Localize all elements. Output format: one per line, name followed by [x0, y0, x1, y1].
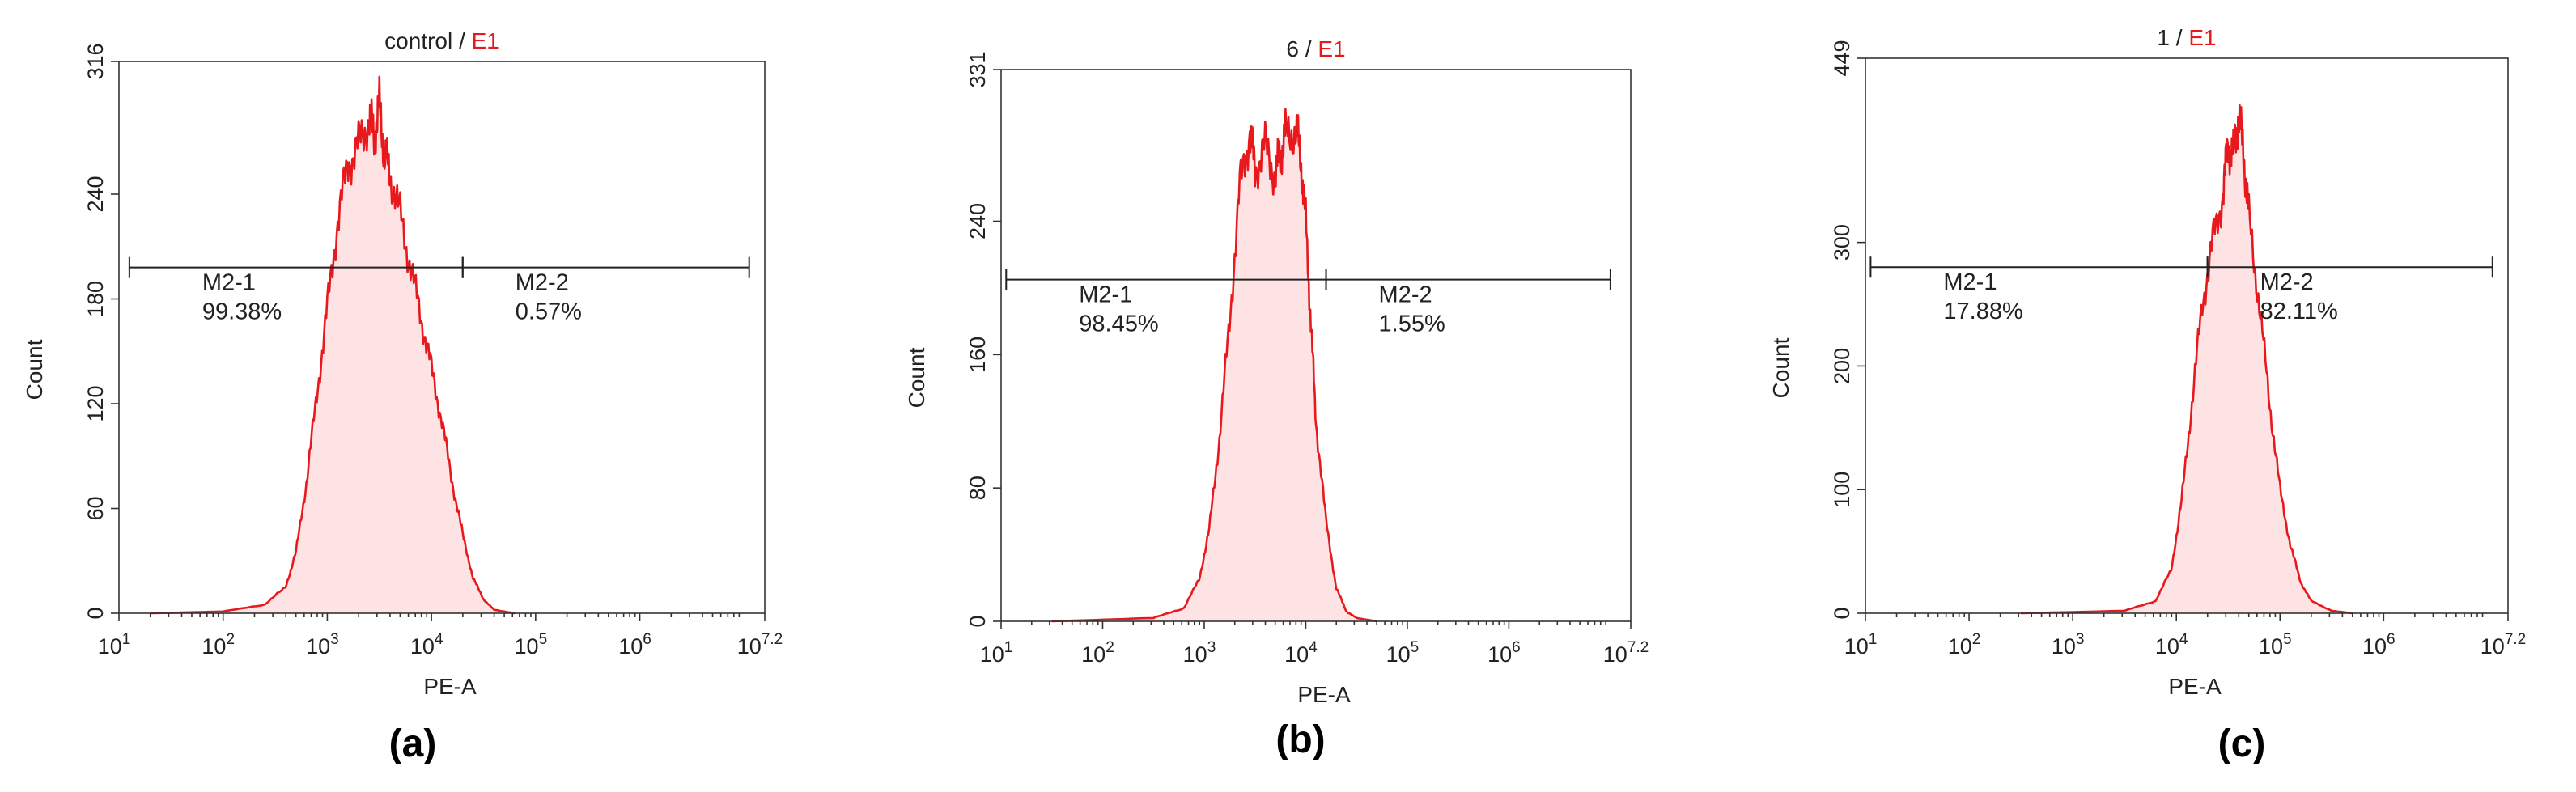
x-tick-label: 102 — [1948, 631, 1981, 659]
histogram-line — [150, 75, 516, 615]
y-tick-label: 160 — [965, 337, 990, 373]
panel-title: 1 / E1 — [2157, 25, 2216, 50]
plot-frame — [1000, 69, 1632, 622]
y-tick-label: 0 — [1830, 607, 1854, 619]
y-tick-label: 240 — [965, 203, 990, 239]
x-tick-label: 106 — [2362, 631, 2396, 659]
histogram-panel-a: control / E1 (a) 0 60 120 180 240 316 101 102 10… — [22, 28, 783, 765]
y-tick-label: 200 — [1830, 348, 1854, 384]
x-tick-label: 106 — [618, 631, 651, 659]
gate-name: M2-2 — [516, 270, 569, 296]
x-tick-label: 103 — [1183, 639, 1216, 667]
plot-frame — [118, 61, 766, 614]
gate-name: M2-1 — [1943, 269, 1997, 295]
y-axis-title: Count — [1768, 337, 1793, 398]
histogram-panel-b: 6 / E1 (b) 0 80 160 240 331 101 102 103 104 105 10… — [904, 36, 1649, 761]
x-axis-title: PE-A — [423, 674, 477, 699]
x-tick-label: 102 — [1081, 639, 1114, 667]
x-tick-label: 101 — [980, 639, 1013, 667]
gate-percent: 1.55% — [1379, 311, 1445, 337]
plot-frame — [1865, 57, 2509, 614]
x-tick-label: 103 — [2052, 631, 2085, 659]
histogram-fill — [2021, 104, 2353, 613]
y-tick-label: 331 — [965, 51, 990, 87]
panel-title: control / E1 — [384, 28, 499, 53]
gate-percent: 0.57% — [516, 299, 582, 325]
y-tick-label: 240 — [83, 176, 108, 212]
histogram-fill — [1051, 108, 1377, 621]
y-tick-label: 0 — [83, 607, 108, 619]
histogram-line — [2021, 104, 2353, 615]
x-tick-label: 104 — [410, 631, 443, 659]
panel-label: (c) — [2218, 722, 2266, 765]
x-tick-label: 101 — [98, 631, 131, 659]
x-tick-label: 105 — [2259, 631, 2292, 659]
y-axis-title: Count — [904, 347, 929, 408]
panel-label: (b) — [1275, 718, 1325, 761]
panel-title: 6 / E1 — [1286, 36, 1345, 61]
gate-percent: 17.88% — [1943, 299, 2022, 324]
x-tick-label: 104 — [1284, 639, 1318, 667]
x-tick-label: 104 — [2155, 631, 2188, 659]
y-tick-label: 449 — [1830, 40, 1854, 76]
histogram-fill — [150, 76, 516, 613]
gate-percent: 99.38% — [202, 299, 282, 325]
y-tick-label: 80 — [965, 476, 990, 500]
x-tick-label: 107.2 — [2481, 631, 2526, 659]
y-tick-label: 100 — [1830, 472, 1854, 508]
y-tick-label: 316 — [83, 43, 108, 79]
y-tick-label: 120 — [83, 385, 108, 421]
panel-label: (a) — [389, 722, 437, 765]
x-tick-label: 103 — [306, 631, 339, 659]
gate-name: M2-2 — [1379, 282, 1432, 308]
gate-percent: 98.45% — [1079, 311, 1158, 337]
histogram-line — [1051, 108, 1377, 623]
y-tick-label: 180 — [83, 281, 108, 317]
x-tick-label: 105 — [515, 631, 548, 659]
x-tick-label: 102 — [202, 631, 235, 659]
x-axis-title: PE-A — [2168, 674, 2222, 699]
gate-name: M2-1 — [1079, 282, 1132, 308]
histogram-panel-c: 1 / E1 (c) 0 100 200 300 449 101 102 103 104 105 1… — [1768, 25, 2526, 765]
gate-name: M2-2 — [2260, 269, 2314, 295]
y-tick-label: 60 — [83, 496, 108, 520]
x-tick-label: 106 — [1487, 639, 1521, 667]
x-tick-label: 107.2 — [737, 631, 783, 659]
y-tick-label: 300 — [1830, 224, 1854, 260]
x-axis-title: PE-A — [1297, 682, 1351, 707]
gate-name: M2-1 — [202, 270, 256, 296]
x-tick-label: 107.2 — [1603, 639, 1649, 667]
y-axis-title: Count — [22, 339, 47, 400]
gate-percent: 82.11% — [2260, 299, 2338, 324]
x-tick-label: 105 — [1386, 639, 1420, 667]
x-tick-label: 101 — [1844, 631, 1878, 659]
y-tick-label: 0 — [965, 615, 990, 627]
